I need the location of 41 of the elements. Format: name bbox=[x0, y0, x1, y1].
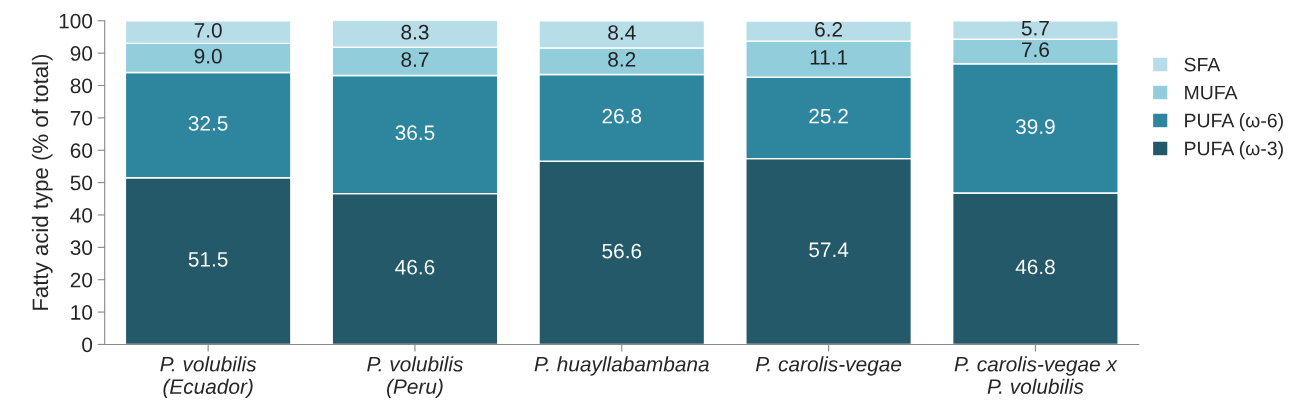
y-tick-label: 100 bbox=[59, 13, 93, 29]
text: 9.0 bbox=[194, 48, 222, 64]
x-tick-label: P. carolis-vegae bbox=[755, 356, 902, 376]
text: 26.8 bbox=[602, 108, 642, 124]
y-tick-label: 30 bbox=[70, 240, 93, 256]
text: 39.9 bbox=[1015, 119, 1055, 134]
text: 46.6 bbox=[395, 259, 435, 275]
y-axis-title: Fatty acid type (% of total) bbox=[31, 54, 53, 310]
y-tick-label: 60 bbox=[70, 143, 93, 158]
text: 11.1 bbox=[810, 50, 848, 65]
legend-label: MUFA bbox=[1185, 85, 1238, 100]
text: 56.6 bbox=[602, 243, 642, 259]
text: 6.2 bbox=[815, 21, 843, 37]
text: 57.4 bbox=[809, 242, 849, 258]
text: 36.5 bbox=[395, 125, 435, 141]
y-tick-label: 70 bbox=[70, 110, 93, 126]
y-tick-label: 50 bbox=[70, 175, 93, 191]
text: 51.5 bbox=[188, 252, 228, 267]
y-tick-label: 20 bbox=[70, 272, 93, 288]
legend-label: PUFA (ω-6) bbox=[1185, 113, 1283, 132]
y-tick-label: 90 bbox=[70, 46, 93, 61]
legend-label: PUFA (ω-3) bbox=[1185, 141, 1283, 160]
y-tick-label: 40 bbox=[70, 207, 93, 223]
y-tick-label: 10 bbox=[71, 305, 93, 320]
y-tick-label: 80 bbox=[70, 78, 93, 94]
text: 8.2 bbox=[608, 52, 636, 67]
text: 32.5 bbox=[188, 115, 228, 131]
text: 7.0 bbox=[194, 22, 222, 38]
y-tick-label: 0 bbox=[82, 337, 93, 353]
legend-label: SFA bbox=[1184, 57, 1221, 72]
x-tick-label: P. carolis-vegae x P. volubilis bbox=[954, 356, 1118, 394]
text: 7.6 bbox=[1022, 42, 1049, 58]
text: 25.2 bbox=[809, 108, 848, 124]
text: 8.4 bbox=[608, 25, 636, 40]
x-tick-label: P. volubilis (Ecuador) bbox=[160, 356, 257, 399]
text: 46.8 bbox=[1015, 259, 1055, 275]
x-tick-label: P. huayllabambana bbox=[534, 356, 709, 376]
text: 5.7 bbox=[1021, 21, 1049, 36]
text: 8.3 bbox=[401, 24, 429, 40]
text: 8.7 bbox=[401, 52, 429, 67]
x-tick-label: P. volubilis (Peru) bbox=[367, 356, 463, 399]
